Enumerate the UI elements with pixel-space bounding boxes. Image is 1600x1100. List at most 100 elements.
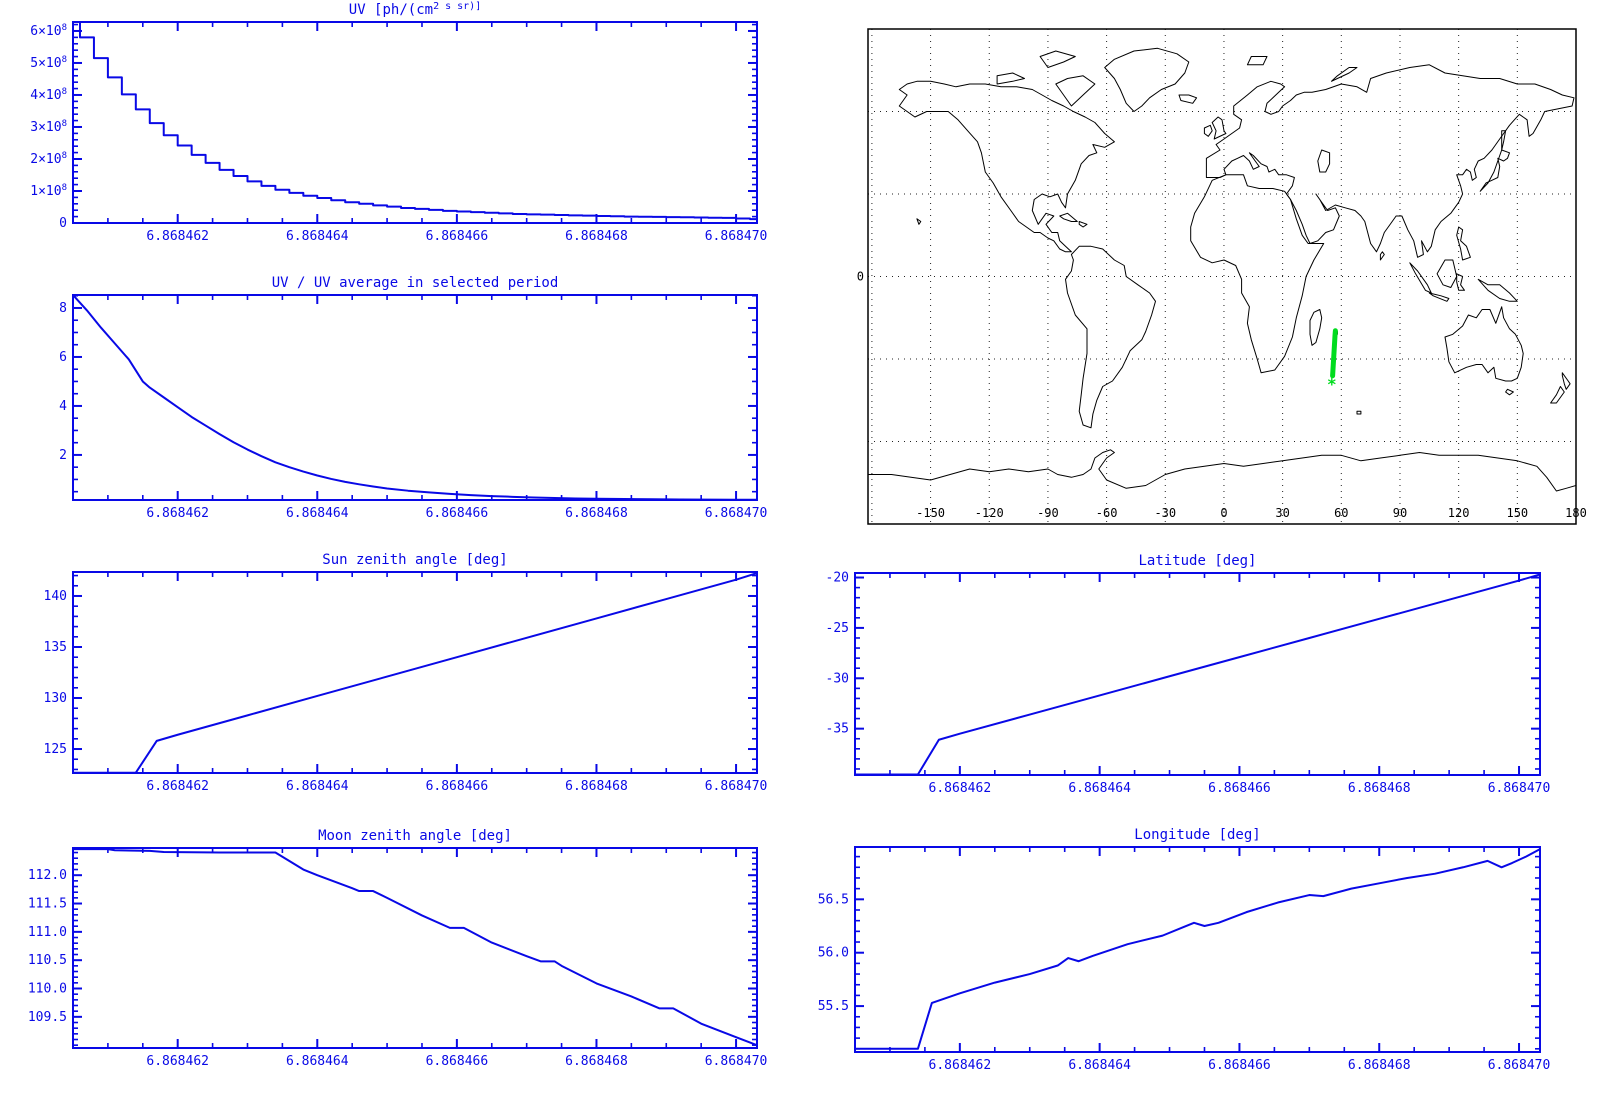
svg-text:Latitude [deg]: Latitude [deg] [1138,553,1256,569]
coast-philippines [1456,226,1471,261]
svg-text:112.0: 112.0 [28,868,67,883]
svg-text:6.868462: 6.868462 [146,1054,209,1069]
svg-text:0: 0 [1220,506,1227,520]
svg-text:6.868462: 6.868462 [929,1058,992,1073]
svg-text:6.868466: 6.868466 [1208,1058,1271,1073]
coast-australia [1444,306,1524,382]
svg-text:6.868464: 6.868464 [286,506,349,521]
svg-text:-35: -35 [826,722,849,737]
svg-text:6.868462: 6.868462 [929,781,992,796]
coast-new-zealand-south [1550,386,1565,404]
coast-ireland [1203,124,1213,137]
svg-text:-90: -90 [1037,506,1059,520]
svg-text:0: 0 [857,270,864,284]
svg-text:6.868470: 6.868470 [705,229,768,244]
svg-text:60: 60 [1334,506,1348,520]
svg-text:6.868468: 6.868468 [565,779,628,794]
svg-text:0: 0 [59,216,67,231]
svg-text:6.868466: 6.868466 [426,229,489,244]
coast-north-america [898,80,1115,253]
svg-text:180: 180 [1565,506,1587,520]
svg-text:150: 150 [1506,506,1528,520]
svg-text:4×108: 4×108 [30,87,67,103]
svg-text:6.868470: 6.868470 [1488,1058,1551,1073]
svg-text:6.868464: 6.868464 [1068,1058,1131,1073]
coast-new-zealand-north [1561,372,1571,390]
svg-text:109.5: 109.5 [28,1010,67,1025]
track-start-marker: * [1327,375,1337,394]
coast-kerguelen [1356,410,1362,415]
coast-iceland [1178,94,1198,104]
svg-text:56.0: 56.0 [818,946,849,961]
svg-text:-150: -150 [916,506,945,520]
svg-text:6.868468: 6.868468 [565,1054,628,1069]
svg-text:6.868466: 6.868466 [426,779,489,794]
svg-text:6.868466: 6.868466 [426,1054,489,1069]
svg-text:6×108: 6×108 [30,23,67,39]
svg-text:-120: -120 [975,506,1004,520]
svg-text:135: 135 [44,640,67,655]
coast-sakhalin [1501,130,1507,151]
svg-text:Sun zenith angle [deg]: Sun zenith angle [deg] [322,552,507,568]
svg-text:-20: -20 [826,571,849,586]
coast-south-america [1065,245,1156,429]
svg-text:30: 30 [1275,506,1289,520]
coast-sri-lanka [1379,251,1385,261]
svg-text:4: 4 [59,399,67,414]
ground-track [1330,328,1338,379]
svg-text:6.868464: 6.868464 [286,779,349,794]
svg-text:6.868464: 6.868464 [1068,781,1131,796]
coast-novaya-zemlya [1331,67,1358,82]
svg-text:125: 125 [44,742,67,757]
svg-text:Longitude [deg]: Longitude [deg] [1134,827,1260,843]
coast-greenland [1104,47,1190,112]
svg-text:6.868462: 6.868462 [146,229,209,244]
coast-africa [1190,174,1325,374]
coast-hawaii [916,218,922,225]
coast-japan [1479,149,1510,192]
coast-sumatra [1409,262,1432,294]
coast-victoria-island [996,72,1025,85]
svg-text:6.868468: 6.868468 [565,506,628,521]
svg-text:6.868470: 6.868470 [1488,781,1551,796]
svg-text:6.868462: 6.868462 [146,506,209,521]
coast-baffin-island [1055,75,1096,107]
svg-text:-30: -30 [1154,506,1176,520]
coast-britain [1211,116,1227,140]
svg-text:5×108: 5×108 [30,55,67,71]
svg-text:UV / UV average in selected pe: UV / UV average in selected period [272,275,559,291]
svg-text:110.5: 110.5 [28,953,67,968]
svg-text:6.868468: 6.868468 [1348,781,1411,796]
svg-text:3×108: 3×108 [30,119,67,135]
svg-text:2×108: 2×108 [30,151,67,167]
svg-text:2: 2 [59,448,67,463]
coast-caspian-sea [1317,149,1331,173]
svg-text:6.868466: 6.868466 [426,506,489,521]
coast-madagascar [1309,309,1323,346]
svg-text:6.868464: 6.868464 [286,1054,349,1069]
svg-text:111.5: 111.5 [28,897,67,912]
svg-text:6: 6 [59,350,67,365]
svg-text:6.868462: 6.868462 [146,779,209,794]
coast-cuba [1059,212,1078,222]
coast-ellesmere-island [1039,50,1076,68]
coast-sulawesi [1456,273,1465,291]
svg-text:130: 130 [44,691,67,706]
svg-text:1×108: 1×108 [30,183,67,199]
svg-text:6.868470: 6.868470 [705,1054,768,1069]
svg-text:8: 8 [59,301,67,316]
svg-text:6.868464: 6.868464 [286,229,349,244]
svg-text:6.868466: 6.868466 [1208,781,1271,796]
svg-text:-30: -30 [826,671,849,686]
coast-hispaniola [1078,221,1088,228]
svg-text:6.868470: 6.868470 [705,779,768,794]
coast-java [1428,292,1450,302]
